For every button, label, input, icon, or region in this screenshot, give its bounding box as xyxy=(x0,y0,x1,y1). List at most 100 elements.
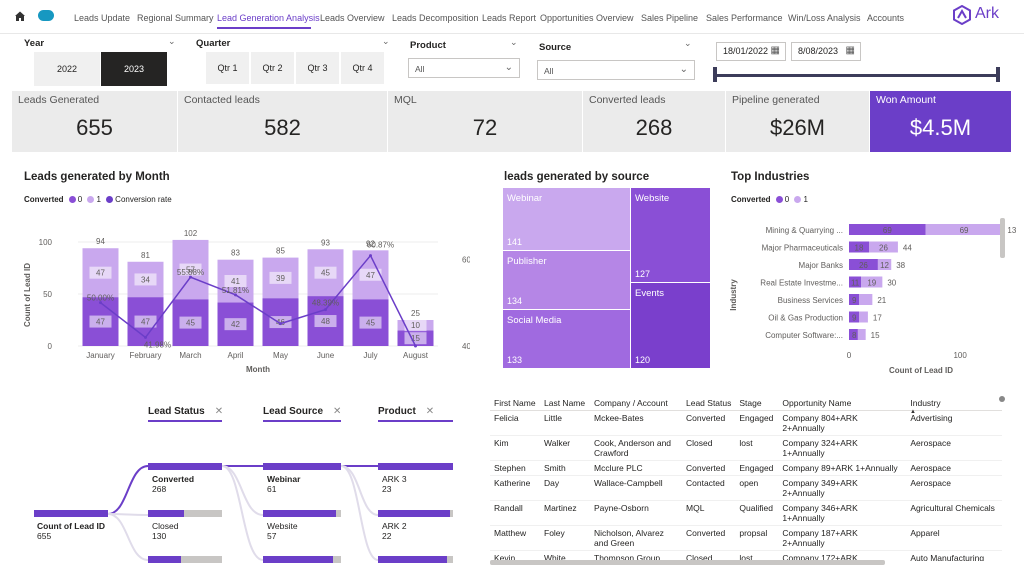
data-label: 57 xyxy=(186,266,195,275)
chevron-down-icon[interactable]: ⌄ xyxy=(168,36,176,46)
nav-tab-leads-decomposition[interactable]: Leads Decomposition xyxy=(392,13,479,23)
treemap-tile-webinar[interactable]: Webinar 141 xyxy=(503,188,630,250)
year-tile-2022[interactable]: 2022 xyxy=(34,52,100,86)
sort-indicator-icon[interactable]: ▲ xyxy=(910,409,916,415)
table-row[interactable]: Kim Walker Cook, Anderson and Crawford Clos… xyxy=(490,435,1003,461)
table-horizontal-scrollbar[interactable] xyxy=(490,560,885,565)
nav-tab-win-loss-analysis[interactable]: Win/Loss Analysis xyxy=(788,13,861,23)
column-header[interactable]: First Name xyxy=(490,396,540,411)
table-scroll-dot[interactable] xyxy=(999,396,1005,402)
nav-tab-lead-generation-analysis[interactable]: Lead Generation Analysis xyxy=(217,13,320,23)
decomp-bar[interactable] xyxy=(148,463,222,470)
decomp-bar[interactable] xyxy=(263,510,341,517)
year-tile-2023[interactable]: 2023 xyxy=(101,52,167,86)
table-row[interactable]: Matthew Foley Nicholson, Alvarez and Green… xyxy=(490,525,1003,551)
decomp-node-website[interactable]: Website 57 xyxy=(267,521,298,541)
date-range-slider-track[interactable] xyxy=(716,74,998,77)
decomp-node-webinar[interactable]: Webinar 61 xyxy=(267,474,300,494)
column-header[interactable]: Lead Status xyxy=(682,396,736,411)
date-range-slider-start-handle[interactable] xyxy=(713,67,717,82)
table-row[interactable]: Katherine Day Wallace-Campbell Contacted ope… xyxy=(490,475,1003,501)
bar-converted-1[interactable] xyxy=(849,329,858,340)
start-date-input[interactable]: 18/01/2022 ▦ xyxy=(716,42,786,61)
conversion-rate-point[interactable] xyxy=(234,293,237,297)
bar-converted-1[interactable] xyxy=(849,294,860,305)
table-row[interactable]: Randall Martinez Payne-Osborn MQL Qualified C… xyxy=(490,500,1003,526)
column-header[interactable]: Company / Account xyxy=(590,396,682,411)
bar-converted-1[interactable] xyxy=(849,224,926,235)
calendar-icon[interactable]: ▦ xyxy=(845,45,855,56)
product-dropdown[interactable]: All ⌄ xyxy=(408,58,520,78)
close-icon[interactable]: ✕ xyxy=(425,406,435,417)
bar-converted-0[interactable] xyxy=(925,224,1003,235)
decomp-node-ark3[interactable]: ARK 3 23 xyxy=(382,474,407,494)
decomp-node-ark2[interactable]: ARK 2 22 xyxy=(382,521,407,541)
close-icon[interactable]: ✕ xyxy=(214,406,224,417)
bar-converted-1[interactable] xyxy=(849,276,862,288)
decomp-root-node[interactable]: Count of Lead ID 655 xyxy=(37,521,105,541)
decomp-bar[interactable] xyxy=(148,556,222,563)
table-row[interactable]: Stephen Smith Mcclure PLC Converted Engaged C… xyxy=(490,460,1003,476)
decomp-bar[interactable] xyxy=(148,510,222,517)
date-range-slider-end-handle[interactable] xyxy=(996,67,1000,82)
decomp-bar[interactable] xyxy=(378,556,453,563)
quarter-tile-q4[interactable]: Qtr 4 xyxy=(341,52,384,84)
quarter-tile-q1[interactable]: Qtr 1 xyxy=(206,52,249,84)
nav-tab-sales-performance[interactable]: Sales Performance xyxy=(706,13,783,23)
treemap-tile-publisher[interactable]: Publisher 134 xyxy=(503,251,630,309)
bar-converted-0[interactable] xyxy=(869,241,898,253)
decomp-root-bar[interactable] xyxy=(34,510,108,517)
close-icon[interactable]: ✕ xyxy=(333,406,342,417)
bar-converted-0[interactable] xyxy=(857,329,866,340)
column-header[interactable]: Last Name xyxy=(540,396,590,411)
nav-tab-opportunities-overview[interactable]: Opportunities Overview xyxy=(540,13,634,23)
calendar-icon[interactable]: ▦ xyxy=(770,45,780,56)
conversion-rate-point[interactable] xyxy=(324,308,327,312)
column-header[interactable]: Opportunity Name xyxy=(778,396,907,411)
nav-tab-leads-report[interactable]: Leads Report xyxy=(482,13,537,23)
bar-converted-0[interactable] xyxy=(859,311,868,323)
table-row[interactable]: Kevin White Thompson Group Closed lost Compan… xyxy=(490,550,1003,561)
column-header[interactable]: Stage xyxy=(735,396,779,411)
decomp-node-closed[interactable]: Closed 130 xyxy=(152,521,178,541)
decomp-node-converted[interactable]: Converted 268 xyxy=(152,474,194,494)
table-row[interactable]: Felicia Little Mckee-Bates Converted Engaged… xyxy=(490,410,1003,436)
bar-converted-0[interactable] xyxy=(859,294,873,305)
conversion-rate-point[interactable] xyxy=(144,335,147,339)
treemap-tile-social-media[interactable]: Social Media 133 xyxy=(503,310,630,368)
treemap-tile-events[interactable]: Events 120 xyxy=(631,283,710,368)
end-date-input[interactable]: 8/08/2023 ▦ xyxy=(791,42,861,61)
nav-tab-regional-summary[interactable]: Regional Summary xyxy=(137,13,214,23)
nav-tab-accounts[interactable]: Accounts xyxy=(867,13,905,23)
quarter-tile-q2[interactable]: Qtr 2 xyxy=(251,52,294,84)
decomp-bar[interactable] xyxy=(378,510,453,517)
decomp-bar[interactable] xyxy=(378,463,453,470)
source-dropdown[interactable]: All ⌄ xyxy=(537,60,695,80)
decomp-header-product[interactable]: Product ✕ xyxy=(378,406,434,417)
nav-tab-leads-overview[interactable]: Leads Overview xyxy=(320,13,385,23)
bar-converted-1[interactable] xyxy=(849,241,870,253)
conversion-rate-point[interactable] xyxy=(189,275,192,279)
nav-tab-sales-pipeline[interactable]: Sales Pipeline xyxy=(641,13,699,23)
chevron-down-icon[interactable]: ⌄ xyxy=(684,38,692,48)
decomp-bar[interactable] xyxy=(263,463,341,470)
bar-converted-0[interactable] xyxy=(861,276,883,288)
conversion-rate-point[interactable] xyxy=(279,322,282,326)
column-header[interactable]: Industry xyxy=(906,396,1003,411)
scrollbar[interactable] xyxy=(1000,218,1005,258)
chevron-down-icon[interactable]: ⌄ xyxy=(382,36,390,46)
conversion-rate-point[interactable] xyxy=(414,344,417,348)
bar-converted-0[interactable] xyxy=(877,259,892,270)
decomp-header-lead-status[interactable]: Lead Status ✕ xyxy=(148,406,223,417)
treemap-tile-website[interactable]: Website 127 xyxy=(631,188,710,282)
decomp-bar[interactable] xyxy=(263,556,341,563)
home-icon[interactable] xyxy=(14,9,26,21)
bar-converted-1[interactable] xyxy=(849,259,878,270)
quarter-tile-q3[interactable]: Qtr 3 xyxy=(296,52,339,84)
bar-converted-1[interactable] xyxy=(849,311,860,323)
decomp-header-lead-source[interactable]: Lead Source ✕ xyxy=(263,406,341,417)
chevron-down-icon[interactable]: ⌄ xyxy=(510,37,518,47)
conversion-rate-point[interactable] xyxy=(369,254,372,258)
conversion-rate-point[interactable] xyxy=(99,301,102,305)
nav-tab-leads-update[interactable]: Leads Update xyxy=(74,13,131,23)
